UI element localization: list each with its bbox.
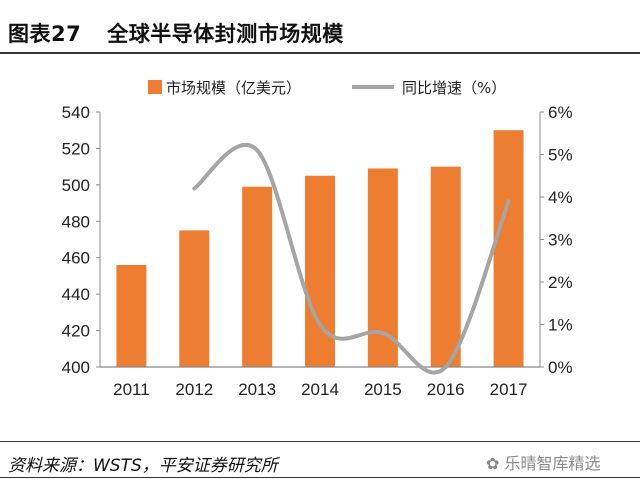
right-tick-label: 4%: [548, 188, 573, 207]
watermark: ✿ 乐晴智库精选: [486, 450, 601, 474]
watermark-text: 乐晴智库精选: [504, 454, 601, 473]
top-rule: [0, 52, 640, 54]
bar-2014: [305, 175, 335, 367]
left-tick-label: 400: [62, 358, 90, 377]
legend-line-label: 同比增速（%）: [402, 79, 506, 97]
bar-2017: [493, 130, 524, 367]
left-tick-label: 520: [62, 139, 90, 158]
x-tick-label: 2013: [238, 380, 276, 399]
left-tick-label: 460: [62, 249, 90, 268]
bar-2012: [179, 230, 210, 367]
x-tick-label: 2015: [364, 380, 402, 399]
chart: 400 420 440 460 480 500 520 540 0% 1% 2% 3% 4% 5% 6% 20…: [62, 79, 573, 399]
right-tick-label: 0%: [548, 358, 573, 377]
right-tick-label: 5%: [548, 146, 573, 165]
bar-2013: [242, 186, 273, 367]
x-tick-label: 2011: [113, 380, 150, 399]
source-note: 资料来源：WSTS，平安证券研究所: [8, 456, 278, 476]
bar-2011: [116, 265, 147, 367]
x-tick-label: 2014: [301, 380, 339, 399]
right-tick-label: 3%: [548, 231, 573, 250]
figure-title: 图表27 全球半导体封测市场规模: [8, 18, 344, 48]
growth-line: [192, 142, 511, 375]
right-tick-label: 2%: [548, 273, 573, 292]
right-tick-label: 6%: [548, 103, 573, 122]
left-tick-label: 540: [62, 103, 90, 122]
x-tick-label: 2012: [175, 380, 213, 399]
right-tick-label: 1%: [548, 316, 573, 335]
left-tick-label: 500: [62, 176, 90, 195]
left-tick-label: 420: [62, 322, 90, 341]
legend-bar-label: 市场规模（亿美元）: [166, 79, 301, 97]
footer-top-rule: [0, 441, 640, 442]
left-tick-label: 440: [62, 285, 90, 304]
x-tick-label: 2016: [427, 380, 465, 399]
figure-number: 图表27: [8, 22, 82, 46]
bar-2016: [430, 166, 461, 367]
left-tick-label: 480: [62, 212, 90, 231]
legend-bar-swatch: [148, 80, 162, 94]
wechat-icon: ✿: [486, 454, 505, 473]
figure-title-text: 全球半导体封测市场规模: [107, 22, 344, 46]
x-tick-label: 2017: [490, 380, 528, 399]
footer-bottom-rule: [0, 477, 640, 478]
